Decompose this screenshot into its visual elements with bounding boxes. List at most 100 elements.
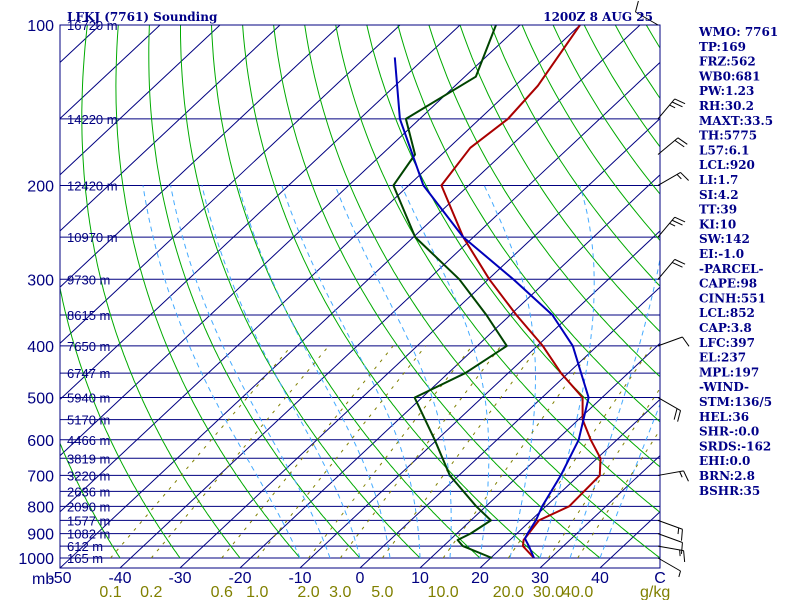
height-tick-label: 2090 m [67,499,110,514]
dry-adiabat-line [304,25,660,559]
pressure-axis-labels: 100 200 300 400 500 600 700 800 900 1000 [18,18,54,568]
index-readout: WB0:681 [698,69,760,83]
mixing-ratio-tick-label: 0.1 [99,584,121,600]
mixing-ratio-tick-label: 0.6 [211,584,233,600]
wind-barb [657,545,686,563]
temperature-profile [440,25,602,559]
mixing-ratio-tick-label: 30.0 [533,584,564,600]
parcel-path-profile [393,57,590,559]
stability-indices-panel: WMO: 7761TP:169FRZ:562WB0:681PW:1.23RH:3… [698,25,778,498]
moist-adiabat-lines [142,185,660,559]
mixing-ratio-tick-label: 10.0 [428,584,459,600]
index-readout: EHI:0.0 [699,454,750,468]
pressure-tick-label: 1000 [18,551,54,568]
dewpoint-profile [392,25,508,559]
height-tick-label: 8615 m [67,308,110,323]
temperature-tick-label: -50 [48,570,71,587]
isotherm-line [299,230,660,568]
height-tick-label: 14220 m [67,112,118,127]
height-tick-label: 16720 m [67,18,118,33]
index-readout: KI:10 [699,217,736,231]
mixing-ratio-tick-label: 3.0 [329,584,351,600]
mixing-ratio-unit-label: g/kg [640,584,670,600]
moist-adiabat-line [334,185,452,559]
pressure-tick-label: 300 [27,272,54,289]
isotherm-line [419,342,660,568]
height-tick-label: 4466 m [67,433,110,448]
temperature-tick-label: 40 [591,570,609,587]
moist-adiabat-line [401,185,490,559]
moist-adiabat-line [170,185,331,559]
dry-adiabat-line [242,25,541,559]
height-tick-label: 165 m [67,551,103,566]
height-tick-label: 7650 m [67,339,110,354]
index-readout: MAXT:33.5 [699,114,773,128]
index-readout: LI:1.7 [699,173,738,187]
wind-barb [657,137,688,155]
mixing-ratio-line [256,345,426,559]
dry-adiabat-lines [60,25,660,559]
index-readout: EI:-1.0 [699,247,744,261]
wind-barb [657,172,689,186]
index-readout: TH:5775 [699,129,757,143]
mixing-ratio-tick-label: 5.0 [371,584,393,600]
index-readout: CAPE:98 [699,277,757,291]
moist-adiabat-line [281,185,421,558]
dry-adiabat-line [180,25,421,559]
isotherm-line [359,286,660,568]
dry-adiabat-line [115,25,301,559]
wind-barb [657,470,689,482]
isotherm-line [60,25,221,176]
isotherm-line [60,25,521,457]
height-tick-label: 12420 m [67,178,118,193]
wind-barb [657,258,686,280]
mixing-ratio-line [110,345,292,559]
wind-barb [634,0,659,26]
index-readout: RH:30.2 [699,99,754,113]
moist-adiabat-line [142,185,301,559]
height-tick-label: 6747 m [67,366,110,381]
height-labels: 16720 m 14220 m 12420 m 10970 m 9730 m 8615 m… [67,18,118,566]
wind-barb [657,98,686,120]
index-readout: L57:6.1 [699,143,749,157]
pressure-tick-label: 900 [27,527,54,544]
index-readout: EL:237 [699,351,746,365]
isotherm-line [60,25,281,232]
dry-adiabat-line [490,25,660,287]
height-tick-label: 5170 m [67,413,110,428]
wind-barb [657,519,683,541]
moist-adiabat-line [483,185,536,559]
index-readout: CAP:3.8 [699,321,752,335]
mixing-ratio-line [507,345,653,559]
mixing-ratio-tick-label: 0.2 [140,584,162,600]
moist-adiabat-line [201,185,361,559]
dry-adiabat-line [428,25,660,378]
height-tick-label: 3819 m [67,451,110,466]
index-readout: LFC:397 [699,336,755,350]
height-tick-label: 9730 m [67,272,110,287]
index-readout: SW:142 [699,232,750,246]
isotherm-line [60,25,401,344]
mixing-ratio-line [577,429,660,559]
temperature-tick-label: 10 [411,570,429,587]
wind-barb [657,216,686,238]
mixing-ratio-line [150,345,330,559]
wind-barb [657,336,690,347]
wind-barb [657,533,683,554]
mixing-ratio-line [221,345,394,559]
temperature-tick-label: 0 [356,570,365,587]
isotherm-line [539,454,660,568]
pressure-tick-label: 100 [27,18,54,35]
plot-area [60,25,660,568]
wind-barb [657,557,681,578]
index-readout: HEL:36 [699,410,749,424]
temperature-tick-label: -30 [168,570,191,587]
isotherm-line [479,398,660,568]
height-tick-label: 10970 m [67,230,118,245]
mixing-ratio-tick-label: 20.0 [493,584,524,600]
wind-barbs [634,0,690,578]
index-readout: BRN:2.8 [699,469,755,483]
index-readout: LCL:920 [699,158,755,172]
pressure-tick-label: 600 [27,433,54,450]
